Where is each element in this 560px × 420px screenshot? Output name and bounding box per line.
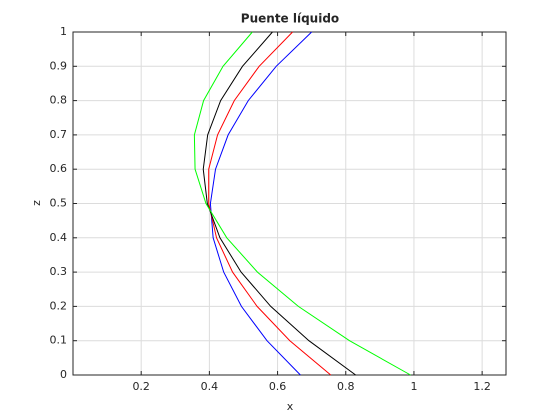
y-tick-label: 0.3 — [50, 265, 68, 278]
plot-frame — [72, 31, 507, 376]
y-tick-label: 0.5 — [50, 197, 68, 210]
y-tick-label: 0.4 — [50, 231, 68, 244]
y-tick-label: 1 — [60, 25, 67, 38]
data-line — [208, 31, 332, 376]
y-tick-label: 0.9 — [50, 59, 68, 72]
y-axis-label: z — [30, 200, 43, 206]
x-tick-label: 0.4 — [201, 380, 219, 393]
y-tick-label: 0.2 — [50, 299, 68, 312]
data-line — [202, 31, 356, 376]
x-tick-label: 1.2 — [473, 380, 491, 393]
y-tick-label: 0.7 — [50, 128, 68, 141]
y-tick-label: 0.8 — [50, 94, 68, 107]
x-tick-label: 0.2 — [132, 380, 150, 393]
x-tick-label: 1 — [410, 380, 417, 393]
y-tick-label: 0.6 — [50, 162, 68, 175]
data-line — [193, 31, 411, 376]
y-tick-label: 0 — [60, 368, 67, 381]
chart-title: Puente líquido — [241, 12, 339, 26]
x-tick-label: 0.6 — [269, 380, 287, 393]
x-tick-label: 0.8 — [337, 380, 355, 393]
x-axis-label: x — [287, 400, 294, 413]
data-line — [209, 31, 313, 376]
y-tick-label: 0.1 — [50, 334, 68, 347]
